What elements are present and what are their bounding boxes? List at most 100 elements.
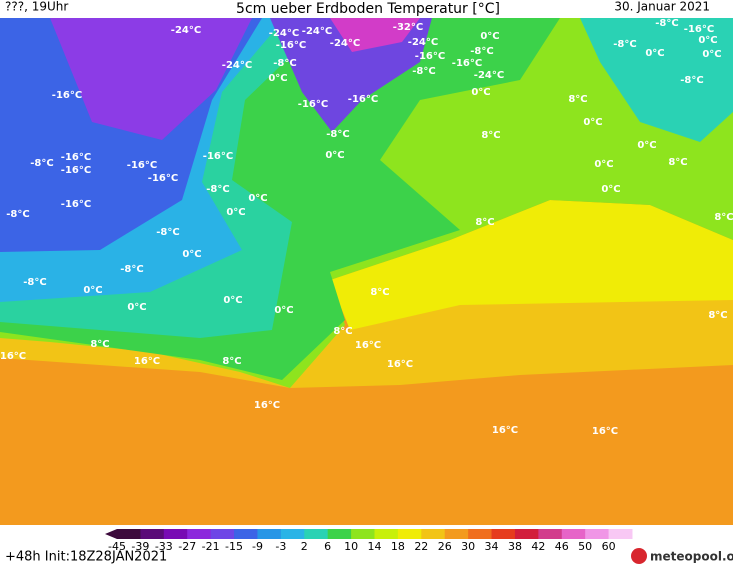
colorbar-swatch (444, 529, 469, 539)
colorbar-tick-label: 34 (485, 540, 499, 553)
map-label: -24°C (269, 28, 299, 39)
map-label: -24°C (474, 70, 504, 81)
colorbar-swatch (585, 529, 610, 539)
map-label: 16°C (0, 351, 26, 362)
colorbar-tick-label: -39 (131, 540, 149, 553)
map-label: 0°C (226, 207, 245, 218)
logo-icon (631, 548, 647, 564)
map-label: 0°C (594, 159, 613, 170)
colorbar-tick-label: -21 (202, 540, 220, 553)
map-label: -32°C (393, 22, 423, 33)
map-label: 16°C (492, 425, 518, 436)
colorbar-tick-label: -9 (252, 540, 263, 553)
map-label: 0°C (127, 302, 146, 313)
map-label: 0°C (645, 48, 664, 59)
colorbar-swatch (163, 529, 188, 539)
map-labels: -24°C -24°C -24°C -32°C-24°C-16°C -24°C-8°C0… (0, 18, 733, 437)
footer-run: +48h Init:18Z28JAN2021 (5, 550, 167, 565)
colorbar-tick-label: 22 (414, 540, 428, 553)
map-label: -8°C (120, 264, 143, 275)
map-label: 0°C (325, 150, 344, 161)
map-label: 0°C (637, 140, 656, 151)
colorbar-tick-label: 60 (602, 540, 616, 553)
colorbar-swatch (187, 529, 212, 539)
colorbar-tick-label: -45 (108, 540, 126, 553)
zone-magenta (330, 18, 420, 52)
map-label: -24°C (408, 37, 438, 48)
colorbar-tick-label: 42 (531, 540, 545, 553)
colorbar-swatch (468, 529, 493, 539)
map-label: 8°C (333, 326, 352, 337)
map-label: -16°C (52, 90, 82, 101)
map-label: -8°C (206, 184, 229, 195)
map-label: 16°C (592, 426, 618, 437)
map-label: 16°C (254, 400, 280, 411)
colorbar-swatch (140, 529, 165, 539)
colorbar-swatch (234, 529, 258, 539)
colorbar-swatch (327, 529, 352, 539)
colorbar-swatch (210, 529, 235, 539)
colorbar-tick-label: 14 (368, 540, 382, 553)
colorbar-tick-label: -3 (275, 540, 286, 553)
colorbar-tick-label: 38 (508, 540, 522, 553)
colorbar-swatch (351, 529, 375, 539)
map-label: 0°C (702, 49, 721, 60)
map-label: -16°C (415, 51, 445, 62)
colorbar-cap (105, 529, 117, 539)
header-date: 30. Januar 2021 (614, 0, 710, 14)
colorbar-swatch (491, 529, 516, 539)
colorbar-swatch (280, 529, 305, 539)
colorbar-swatch (538, 529, 563, 539)
map-label: -8°C (680, 75, 703, 86)
map (0, 18, 733, 525)
colorbar-swatch (561, 529, 586, 539)
map-label: -16°C (127, 160, 157, 171)
map-label: -8°C (412, 66, 435, 77)
map-label: -16°C (61, 165, 91, 176)
map-label: -24°C (302, 26, 332, 37)
map-label: -16°C (348, 94, 378, 105)
header-title: 5cm ueber Erdboden Temperatur [°C] (236, 1, 500, 17)
zone-yellow-orange (0, 290, 733, 388)
map-label: -16°C (276, 40, 306, 51)
map-label: -16°C (61, 199, 91, 210)
colorbar-tick-label: -15 (225, 540, 243, 553)
map-label: -24°C (171, 25, 201, 36)
map-label: 16°C (355, 340, 381, 351)
colorbar-swatch (304, 529, 329, 539)
colorbar-swatch (257, 529, 282, 539)
colorbar-tick-label: 10 (344, 540, 358, 553)
map-label: -16°C (148, 173, 178, 184)
map-label: -8°C (470, 46, 493, 57)
map-label: 8°C (668, 157, 687, 168)
colorbar: -45 -39 -33 -27 -21 -15 -9 -3 2 6 10 14 18 22 26 30 34 38… (105, 529, 633, 553)
map-label: -8°C (273, 58, 296, 69)
map-label: -16°C (684, 24, 714, 35)
colorbar-tick-label: 30 (461, 540, 475, 553)
map-label: 8°C (714, 212, 733, 223)
colorbar-tick-label: 2 (301, 540, 308, 553)
map-label: 0°C (601, 184, 620, 195)
logo-text: meteopool.org (650, 550, 733, 564)
colorbar-tick-label: 18 (391, 540, 405, 553)
map-label: -8°C (326, 129, 349, 140)
map-label: -8°C (23, 277, 46, 288)
colorbar-swatch (374, 529, 399, 539)
map-label: 0°C (471, 87, 490, 98)
colorbar-tick-label: -33 (155, 540, 173, 553)
map-label: 16°C (134, 356, 160, 367)
colorbar-tick-label: 46 (555, 540, 569, 553)
colorbar-tick-label: 50 (578, 540, 592, 553)
colorbar-tick-label: 6 (324, 540, 331, 553)
map-label: -8°C (613, 39, 636, 50)
map-label: 8°C (475, 217, 494, 228)
map-label: 8°C (481, 130, 500, 141)
colorbar-swatch (514, 529, 539, 539)
colorbar-swatch (608, 529, 633, 539)
map-label: -16°C (298, 99, 328, 110)
map-label: 0°C (83, 285, 102, 296)
map-label: -16°C (203, 151, 233, 162)
map-label: 8°C (568, 94, 587, 105)
zone-purple (50, 18, 252, 140)
